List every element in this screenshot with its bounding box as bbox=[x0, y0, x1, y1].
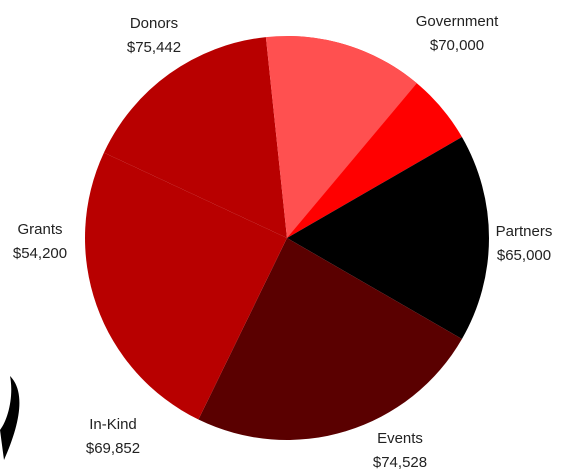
slice-value-label: $54,200 bbox=[13, 245, 67, 262]
pie-slice-grants bbox=[103, 37, 288, 238]
slice-value-label: $75,442 bbox=[127, 39, 181, 56]
slice-label: Grants bbox=[17, 221, 62, 238]
slice-label: Government bbox=[416, 13, 499, 30]
slice-label: Donors bbox=[130, 15, 178, 32]
slice-value-label: $70,000 bbox=[430, 37, 484, 54]
slice-label: In-Kind bbox=[89, 416, 137, 433]
slice-value-label: $74,528 bbox=[373, 454, 427, 469]
decorative-black-stroke bbox=[0, 376, 20, 460]
slice-label: Events bbox=[377, 430, 423, 447]
pie-slice-donors bbox=[265, 36, 417, 238]
slice-value-label: $65,000 bbox=[497, 247, 551, 264]
pie-slice-events bbox=[198, 238, 462, 441]
slice-value-label: $69,852 bbox=[86, 440, 140, 457]
pie-slice-in-kind bbox=[85, 152, 287, 420]
slice-label: Partners bbox=[496, 223, 553, 240]
pie-slice-partners bbox=[287, 137, 490, 339]
